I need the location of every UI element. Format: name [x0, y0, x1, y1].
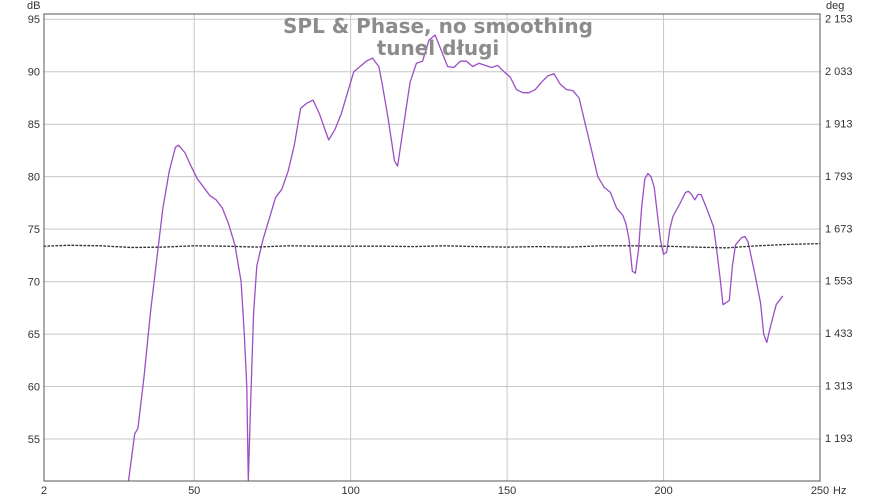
y-tick-label: 65 — [28, 329, 40, 341]
spl-series-line — [127, 34, 784, 482]
x-tick-label: 100 — [341, 485, 359, 497]
y2-tick-label: 1 793 — [825, 171, 853, 183]
y-tick-label: 70 — [28, 277, 40, 289]
y-tick-label: 90 — [28, 67, 40, 79]
y2-tick-label: 1 553 — [825, 276, 853, 288]
y2-tick-label: 1 673 — [825, 223, 853, 235]
grid — [44, 14, 820, 481]
y2-tick-label: 1 313 — [825, 381, 853, 393]
x-tick-label: 150 — [498, 485, 516, 497]
y2-tick-label: 1 913 — [825, 118, 853, 130]
right-axis-unit: deg — [826, 0, 844, 12]
y-tick-label: 95 — [28, 14, 40, 26]
y2-tick-label: 1 433 — [825, 328, 853, 340]
y-tick-label: 80 — [28, 172, 40, 184]
x-tick-label: 250 — [811, 485, 829, 497]
y2-tick-label: 1 193 — [825, 433, 853, 445]
phase-series-line — [43, 242, 821, 249]
plot-frame — [43, 13, 821, 482]
left-axis-unit: dB — [27, 0, 40, 12]
chart-subtitle: tunel długi — [377, 36, 500, 60]
x-axis-unit: Hz — [833, 485, 846, 497]
x-tick-label: 200 — [654, 485, 672, 497]
y-tick-label: 55 — [28, 434, 40, 446]
y-tick-label: 60 — [28, 382, 40, 394]
y2-tick-label: 2 153 — [825, 13, 853, 25]
chart-title: SPL & Phase, no smoothing — [283, 14, 593, 38]
x-tick-label: 2 — [41, 485, 47, 497]
y-tick-label: 75 — [28, 224, 40, 236]
series-layer — [43, 34, 821, 482]
y-tick-label: 85 — [28, 119, 40, 131]
y2-tick-label: 2 033 — [825, 66, 853, 78]
x-tick-label: 50 — [188, 485, 200, 497]
